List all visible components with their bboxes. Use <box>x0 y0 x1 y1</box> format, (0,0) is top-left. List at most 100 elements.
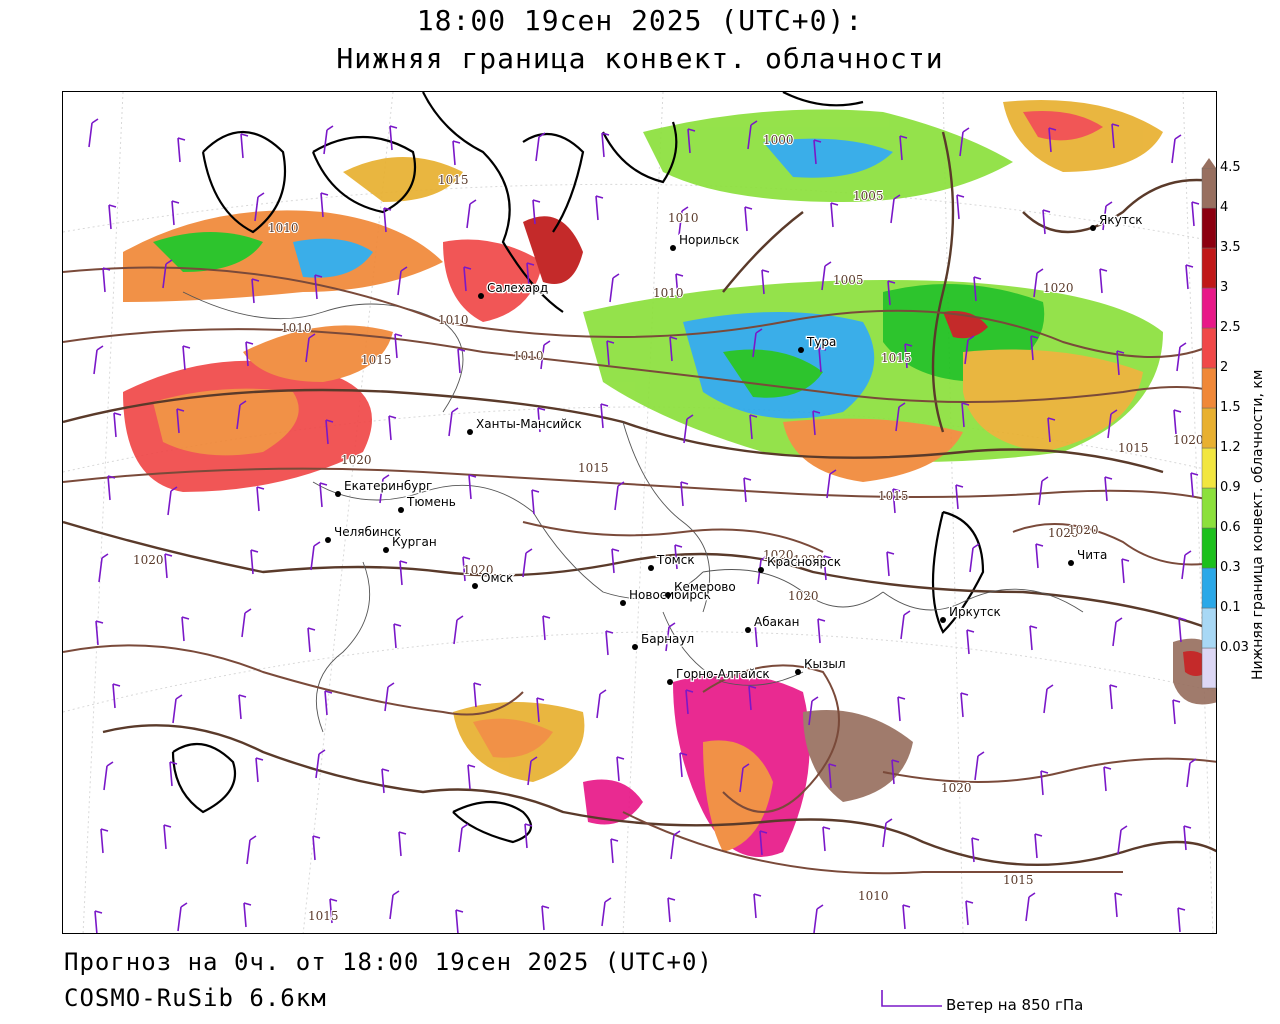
city-marker <box>1090 225 1096 231</box>
wind-barb <box>240 133 249 159</box>
wind-barb <box>95 620 104 646</box>
isobar-label: 1010 <box>438 313 469 327</box>
wind-barb <box>961 402 970 428</box>
city-label: Чита <box>1077 548 1107 562</box>
wind-barb <box>100 828 109 854</box>
wind-barb <box>1171 134 1182 164</box>
region-borders <box>63 131 1216 866</box>
city-label: Екатеринбург <box>344 479 432 493</box>
admin-borders <box>182 291 1084 733</box>
wind-barb <box>379 474 390 504</box>
wind-barb <box>609 273 620 303</box>
color-legend: 0.03 0.1 0.3 0.6 0.9 1.2 1.5 2 2.5 3 3.5 4 4.5 <box>1198 150 1280 720</box>
legend-swatch <box>1201 327 1217 369</box>
wind-barb <box>319 482 328 508</box>
wind-barb <box>453 615 464 645</box>
wind-barb <box>399 560 408 586</box>
wind-barb <box>181 616 190 642</box>
isobar-label: 1015 <box>361 353 392 367</box>
wind-barb <box>1173 409 1182 435</box>
city-label: Салехард <box>487 281 548 295</box>
wind-barb <box>971 837 980 863</box>
wind-barb <box>1114 892 1123 918</box>
wind-barb <box>895 402 906 432</box>
wind-barb <box>964 335 975 365</box>
wind-barb <box>665 622 676 652</box>
wind-barb <box>761 269 770 295</box>
wind-barbs <box>88 118 1200 933</box>
wind-barb <box>1176 342 1187 372</box>
wind-barb <box>305 333 316 363</box>
wind-barb <box>542 615 551 641</box>
wind-barb <box>1181 550 1192 580</box>
city-marker <box>478 293 484 299</box>
city-label: Омск <box>481 571 513 585</box>
legend-tick-label: 3 <box>1220 280 1229 295</box>
map-title: 18:00 19сен 2025 (UTC+0): <box>416 4 864 37</box>
wind-barb <box>171 200 180 226</box>
wind-barb <box>744 206 753 232</box>
wind-barb <box>384 682 395 712</box>
isobar-label: 1020 <box>763 548 794 562</box>
legend-max-arrow <box>1202 158 1216 168</box>
city-label: Тура <box>806 335 836 349</box>
wind-barb <box>310 541 321 571</box>
wind-barb <box>473 682 482 708</box>
legend-tick-label: 2.5 <box>1220 320 1241 335</box>
legend-swatch <box>1201 607 1217 649</box>
wind-barb <box>236 400 247 430</box>
wind-barb <box>1117 825 1128 855</box>
city-label: Тюмень <box>406 495 456 509</box>
city-label: Якутск <box>1099 213 1143 227</box>
wind-legend: Ветер на 850 гПа <box>878 988 1138 1018</box>
isobar-label: 1015 <box>578 461 609 475</box>
wind-barb <box>467 764 476 790</box>
wind-barb <box>904 343 913 369</box>
wind-barb <box>674 544 683 570</box>
legend-swatch <box>1201 647 1217 689</box>
legend-tick-label: 0.9 <box>1220 480 1241 495</box>
map-subtitle: Нижняя граница конвект. облачности <box>336 42 944 75</box>
wind-barb <box>1102 201 1113 231</box>
wind-barb <box>182 345 191 371</box>
wind-barb <box>522 548 533 578</box>
legend-tick-label: 4 <box>1220 200 1229 215</box>
wind-barb <box>675 273 684 299</box>
wind-barb <box>1186 758 1197 788</box>
isobar-label: 1015 <box>438 173 469 187</box>
legend-tick-label: 0.03 <box>1220 640 1249 655</box>
wind-barb <box>524 823 533 849</box>
wind-barb <box>670 830 681 860</box>
wind-barb <box>891 759 900 785</box>
wind-barb <box>667 897 676 923</box>
wind-barb <box>680 481 689 507</box>
wind-barb <box>468 474 477 500</box>
wind-barb <box>739 763 750 793</box>
wind-barb <box>254 192 265 222</box>
wind-barb <box>822 826 831 852</box>
wind-barb <box>315 749 326 779</box>
wind-barb <box>1034 833 1043 859</box>
isobar-label: 1020 <box>941 781 972 795</box>
legend-swatch <box>1201 207 1217 249</box>
legend-tick-label: 2 <box>1220 360 1229 375</box>
city-marker <box>648 565 654 571</box>
city-label: Челябинск <box>334 525 401 539</box>
city-marker <box>632 644 638 650</box>
wind-barb <box>245 341 254 367</box>
wind-barb <box>900 610 911 640</box>
wind-barb <box>103 761 114 791</box>
isobar-label: 1020 <box>793 553 824 567</box>
wind-barb <box>1030 335 1039 361</box>
wind-barb <box>1048 127 1057 153</box>
legend-tick-label: 4.5 <box>1220 160 1241 175</box>
wind-barb <box>1042 209 1051 235</box>
isobar-label: 1020 <box>1043 281 1074 295</box>
wind-barb <box>320 192 329 218</box>
wind-barb <box>176 408 185 434</box>
wind-barb <box>1025 892 1036 922</box>
wind-barb <box>743 477 752 503</box>
wind-barb <box>388 415 397 441</box>
city-marker <box>467 429 473 435</box>
city-marker <box>472 583 478 589</box>
